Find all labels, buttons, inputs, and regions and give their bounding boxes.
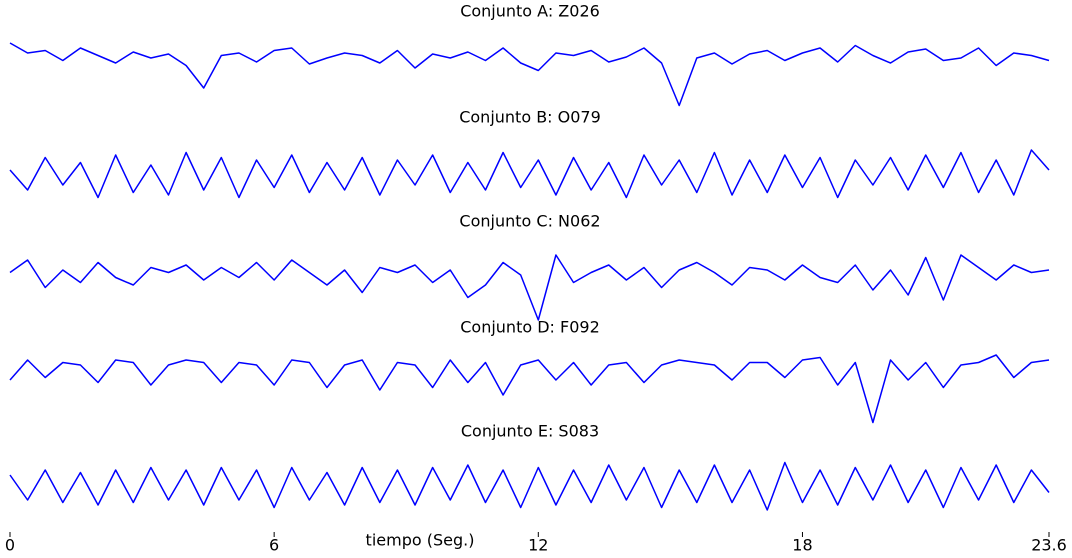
x-tick-label: 18: [792, 536, 812, 555]
x-tick-label: 12: [528, 536, 548, 555]
panel-title: Conjunto B: O079: [459, 108, 601, 127]
panel-title: Conjunto E: S083: [461, 422, 599, 441]
panel-title: Conjunto A: Z026: [460, 2, 600, 21]
signal-line: [9, 149, 1050, 199]
panel-title: Conjunto C: N062: [459, 212, 600, 231]
x-tick-label: 0: [5, 536, 15, 555]
panel-title: Conjunto D: F092: [460, 318, 600, 337]
signal-line: [9, 254, 1050, 321]
signal-line: [9, 461, 1050, 511]
x-tick-label: 6: [269, 536, 279, 555]
signal-line: [9, 354, 1050, 424]
x-axis-label: tiempo (Seg.): [366, 531, 475, 550]
x-tick-label: 23.6: [1031, 536, 1067, 555]
signal-line: [9, 42, 1050, 107]
